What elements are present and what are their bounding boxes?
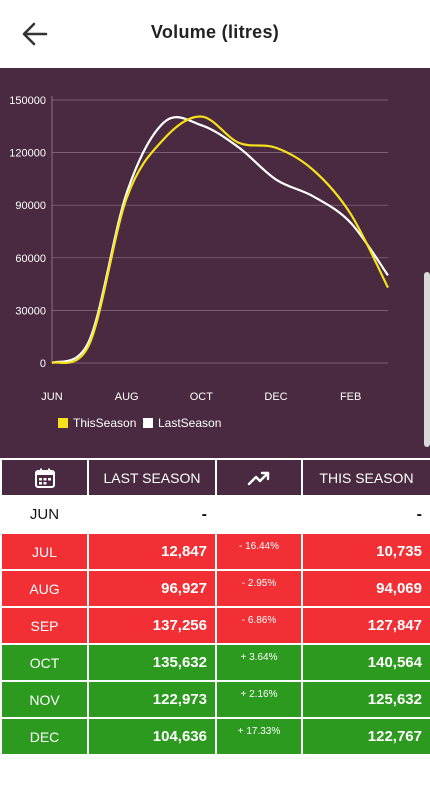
percent-change: - 16.44%: [215, 532, 303, 571]
y-tick-label: 60000: [15, 253, 46, 265]
scrollbar-thumb[interactable]: [424, 272, 430, 447]
month-cell: JUN: [0, 495, 89, 534]
this-season-value: 140,564: [301, 643, 430, 682]
percent-change: + 3.64%: [215, 643, 303, 682]
month-cell: AUG: [0, 569, 89, 608]
trending-up-icon: [247, 471, 270, 486]
table-header: LAST SEASON THIS SEASON: [0, 458, 430, 497]
month-column-header[interactable]: [0, 458, 89, 497]
this-season-value: 122,767: [301, 717, 430, 756]
calendar-icon: [34, 468, 55, 488]
last-season-header[interactable]: LAST SEASON: [87, 458, 217, 497]
percent-change: - 6.86%: [215, 606, 303, 645]
this-season-value: 125,632: [301, 680, 430, 719]
this-season-value: 10,735: [301, 532, 430, 571]
table-row: SEP 137,256 - 6.86% 127,847: [0, 606, 430, 645]
table-row: AUG 96,927 - 2.95% 94,069: [0, 569, 430, 608]
y-tick-label: 30000: [15, 305, 46, 317]
month-cell: JUL: [0, 532, 89, 571]
last-season-value: 12,847: [87, 532, 217, 571]
app-header: Volume (litres): [0, 0, 430, 68]
volume-chart: 0 30000 60000 90000 120000 150000 JUN AUG OCT DEC…: [0, 68, 430, 458]
x-tick-label: FEB: [340, 391, 361, 403]
legend-label-thisseason: ThisSeason: [73, 416, 136, 430]
last-season-value: 104,636: [87, 717, 217, 756]
table-row: NOV 122,973 + 2.16% 125,632: [0, 680, 430, 719]
table-row: JUN - -: [0, 495, 430, 534]
last-season-value: 135,632: [87, 643, 217, 682]
table-row: JUL 12,847 - 16.44% 10,735: [0, 532, 430, 571]
percent-change: + 2.16%: [215, 680, 303, 719]
last-season-value: 137,256: [87, 606, 217, 645]
y-tick-label: 0: [40, 358, 46, 370]
last-season-value: 122,973: [87, 680, 217, 719]
y-tick-label: 120000: [9, 148, 46, 160]
legend-swatch-lastseason: [143, 418, 153, 428]
arrow-left-icon[interactable]: [18, 18, 52, 50]
month-cell: OCT: [0, 643, 89, 682]
season-comparison-table: LAST SEASON THIS SEASON JUN - - JUL 12,8…: [0, 458, 430, 756]
y-tick-label: 150000: [9, 95, 46, 107]
table-row: DEC 104,636 + 17.33% 122,767: [0, 717, 430, 756]
percent-change: - 2.95%: [215, 569, 303, 608]
x-tick-label: DEC: [264, 391, 287, 403]
last-season-value: 96,927: [87, 569, 217, 608]
table-row: OCT 135,632 + 3.64% 140,564: [0, 643, 430, 682]
y-tick-label: 90000: [15, 200, 46, 212]
chart-svg: 0 30000 60000 90000 120000 150000 JUN AUG OCT DEC…: [9, 95, 389, 430]
percent-change: [215, 495, 303, 534]
this-season-value: -: [301, 495, 430, 534]
last-season-value: -: [87, 495, 217, 534]
x-tick-label: JUN: [41, 391, 62, 403]
page-title: Volume (litres): [150, 22, 280, 42]
month-cell: DEC: [0, 717, 89, 756]
series-line-thisseason: [51, 115, 389, 365]
trend-column-header[interactable]: [215, 458, 303, 497]
x-tick-label: AUG: [115, 391, 139, 403]
percent-change: + 17.33%: [215, 717, 303, 756]
legend-swatch-thisseason: [58, 418, 68, 428]
this-season-header[interactable]: THIS SEASON: [301, 458, 430, 497]
this-season-value: 127,847: [301, 606, 430, 645]
x-tick-label: OCT: [190, 391, 214, 403]
this-season-value: 94,069: [301, 569, 430, 608]
legend-label-lastseason: LastSeason: [158, 416, 221, 430]
series-line-lastseason: [51, 116, 389, 365]
month-cell: NOV: [0, 680, 89, 719]
month-cell: SEP: [0, 606, 89, 645]
